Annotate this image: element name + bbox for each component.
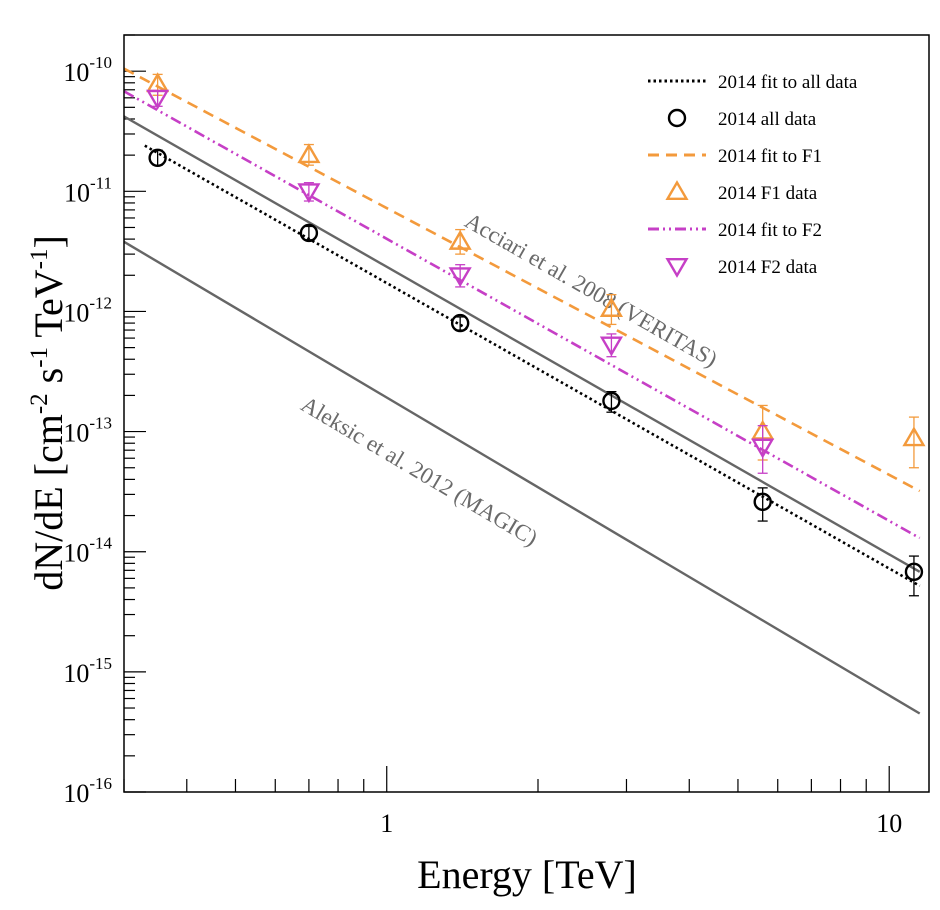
legend-item: 2014 fit to all data xyxy=(648,72,858,93)
y-tick-label-base: 10 xyxy=(63,298,89,327)
data-point xyxy=(599,297,624,317)
legend-swatch xyxy=(665,180,689,201)
legend-swatch xyxy=(667,108,687,128)
y-tick-label-base: 10 xyxy=(64,178,90,207)
line-magic xyxy=(123,240,921,715)
legend-item: 2014 all data xyxy=(667,108,817,130)
y-axis-title-end: ] xyxy=(26,235,71,248)
line-fit_all xyxy=(144,144,921,587)
y-tick-label-base: 10 xyxy=(63,779,89,808)
fit-lines xyxy=(123,67,921,715)
x-tick-label: 1 xyxy=(380,809,393,838)
legend-label: 2014 fit to F2 xyxy=(718,220,822,241)
y-tick-label-exp: -11 xyxy=(90,173,112,192)
data-point xyxy=(751,438,775,459)
data-point xyxy=(902,426,926,447)
data-point xyxy=(904,562,924,582)
data-point xyxy=(450,313,470,333)
data-point xyxy=(599,336,624,357)
line-fit_f2 xyxy=(123,90,921,540)
x-axis-title: Energy [TeV] xyxy=(417,852,637,897)
legend-label: 2014 all data xyxy=(718,109,817,130)
line-fit_f1 xyxy=(123,67,921,493)
y-axis-title-mid2: TeV xyxy=(26,269,71,347)
x-tick-label: 10 xyxy=(876,809,902,838)
legend-label: 2014 F1 data xyxy=(718,183,818,204)
data-point xyxy=(602,391,621,411)
data-point xyxy=(146,89,170,110)
line-veritas xyxy=(123,115,921,573)
y-tick-label: 10-11 xyxy=(64,173,112,207)
y-tick-label-base: 10 xyxy=(63,659,89,688)
y-tick-label-exp: -15 xyxy=(89,654,112,673)
y-tick-label-exp: -10 xyxy=(89,53,112,72)
legend-label: 2014 fit to all data xyxy=(718,72,858,93)
y-tick-label-base: 10 xyxy=(63,419,89,448)
data-point xyxy=(753,492,772,512)
y-axis-title-exp2: -1 xyxy=(26,347,53,368)
legend-item: 2014 F1 data xyxy=(665,180,818,204)
legend-item: 2014 F2 data xyxy=(665,257,818,278)
legend-item: 2014 fit to F1 xyxy=(648,146,822,167)
data-point xyxy=(148,148,167,168)
data-points xyxy=(146,72,926,597)
y-tick-label: 10-12 xyxy=(63,293,112,327)
y-axis-title-mid1: s xyxy=(26,368,71,394)
legend-label: 2014 F2 data xyxy=(718,257,818,278)
legend: 2014 fit to all data 2014 all data 2014 fi… xyxy=(648,72,858,278)
legend-label: 2014 fit to F1 xyxy=(718,146,822,167)
y-axis-title-exp1: -2 xyxy=(26,393,53,414)
y-tick-label-exp: -14 xyxy=(89,534,112,553)
y-axis-title: dN/dE [cm-2 s-1 TeV-1] xyxy=(26,235,71,591)
y-tick-label-exp: -16 xyxy=(89,774,112,793)
data-point xyxy=(448,267,472,288)
annotation-magic_label: Aleksic et al. 2012 (MAGIC) xyxy=(297,392,542,551)
annotations: Acciari et al. 2008 (VERITAS)Aleksic et … xyxy=(297,208,722,551)
data-point xyxy=(297,183,321,204)
data-point xyxy=(299,223,319,243)
legend-item: 2014 fit to F2 xyxy=(648,220,822,241)
y-tick-label-exp: -12 xyxy=(89,293,112,312)
y-axis-title-base: dN/dE [cm xyxy=(26,414,71,591)
y-tick-label: 10-13 xyxy=(63,414,112,448)
y-tick-label: 10-10 xyxy=(63,53,112,87)
y-tick-label: 10-15 xyxy=(63,654,112,688)
y-tick-label: 10-16 xyxy=(63,774,112,808)
y-tick-label: 10-14 xyxy=(63,534,112,568)
data-point xyxy=(297,143,321,164)
legend-swatch xyxy=(665,257,689,278)
data-point xyxy=(448,229,472,250)
series-all_data xyxy=(148,148,924,597)
series-f2_data xyxy=(146,89,775,474)
y-axis-title-exp3: -1 xyxy=(26,249,53,270)
y-tick-label-base: 10 xyxy=(63,539,89,568)
plot-frame xyxy=(123,34,930,793)
y-tick-label-base: 10 xyxy=(63,58,89,87)
y-tick-label-exp: -13 xyxy=(89,414,112,433)
